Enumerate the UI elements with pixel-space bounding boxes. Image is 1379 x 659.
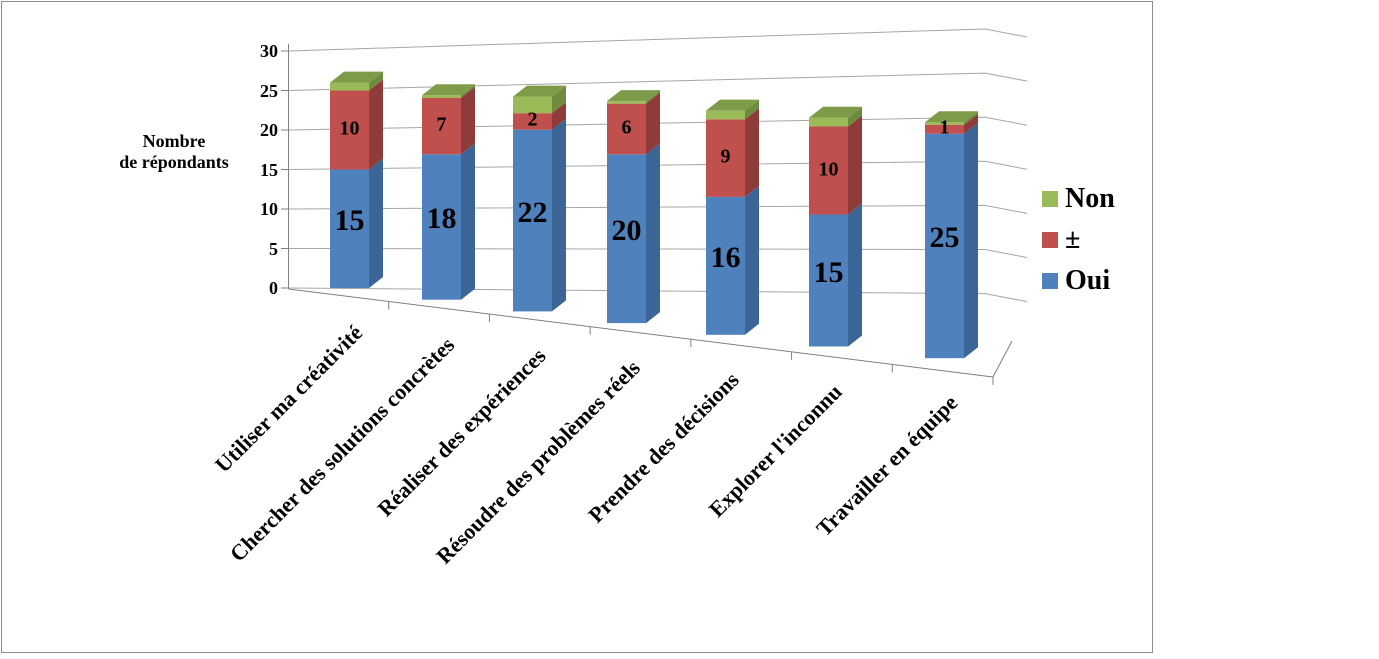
bar-6-±-side [964,113,978,134]
bar-2-Oui-front [513,129,552,312]
bar-2-Non-side [552,85,566,114]
data-label-oui-3: 20 [611,213,642,247]
axes [281,44,1013,385]
bar-1-Non-front [422,95,461,98]
data-label-oui-5: 15 [813,255,844,289]
bar-5-±-front [809,126,848,215]
legend-swatch-± [1042,231,1058,248]
y-tick-label-15: 15 [260,159,278,180]
bar-4-Oui-front [706,196,745,335]
y-axis-title-line1: Nombre [142,131,206,151]
data-label-pm-2: 2 [527,108,538,131]
bar-5-Non-front [809,117,848,127]
legend-label-±: ± [1065,223,1081,255]
gridline [288,28,1028,52]
legend: Non ± Oui [1042,178,1115,301]
bar-4-Oui-side [745,185,759,335]
bar-5-Oui-side [848,203,862,347]
y-tick-label-30: 30 [260,41,278,61]
data-label-pm-3: 6 [621,116,632,139]
data-label-oui-6: 25 [929,220,960,254]
bar-1-±-front [422,97,461,155]
data-label-pm-1: 7 [436,113,447,136]
bar-2-Oui-side [552,118,566,312]
y-tick-label-0: 0 [269,278,278,298]
bar-1-top-face [422,84,475,96]
bar-1 [422,84,475,300]
bar-1-Oui-side [461,143,475,300]
bar-3-Non-front [607,101,646,104]
data-label-oui-4: 16 [710,240,741,274]
legend-item-Oui: Oui [1042,260,1115,301]
bar-0 [330,71,383,288]
bar-6-top-face [925,111,978,123]
category-axis-line [288,288,994,378]
bar-2-±-front [513,113,552,130]
legend-swatch-Non [1042,190,1058,207]
bar-4 [706,99,759,335]
bar-5-Oui-front [809,214,848,347]
bar-2 [513,85,566,312]
floor-right-edge [992,340,1013,378]
legend-item-Non: Non [1042,178,1115,219]
data-label-oui-1: 18 [426,201,457,235]
bar-6-Oui-side [964,122,978,359]
y-tick-label-25: 25 [260,80,278,101]
legend-label-Non: Non [1065,182,1115,214]
bar-5-±-side [848,115,862,215]
bar-0-Oui-front [330,169,369,288]
data-label-oui-0: 15 [334,203,365,237]
bar-6-Oui-front [925,133,964,359]
bar-4-Non-front [706,110,745,120]
bar-3-Oui-side [646,143,660,324]
bar-6-±-front [925,124,964,134]
legend-label-Oui: Oui [1065,264,1111,296]
bar-6 [925,111,978,359]
y-tick-label-5: 5 [269,238,278,259]
bar-2-Non-front [513,96,552,114]
bar-0-Non-front [330,82,369,91]
bar-4-Non-side [745,99,759,120]
bar-4-±-side [745,108,759,197]
y-axis-title: Nombre de répondants [88,131,260,173]
bar-0-±-side [369,79,383,170]
data-label-pm-6: 1 [939,116,950,139]
bar-0-top-face [330,71,383,83]
bar-6-Non-side [964,111,978,125]
bar-5 [809,106,862,347]
bar-0-±-front [330,90,369,170]
y-tick-label-20: 20 [260,120,278,140]
bars [330,71,978,359]
bar-3 [607,90,660,324]
bar-3-Non-side [646,90,660,104]
legend-swatch-Oui [1042,272,1058,289]
bar-2-±-side [552,102,566,130]
bar-2-top-face [513,85,566,97]
bar-3-Oui-front [607,154,646,324]
bar-1-±-side [461,86,475,155]
bar-5-Non-side [848,106,862,127]
bar-5-top-face [809,106,862,118]
bar-6-Non-front [925,122,964,125]
bar-4-top-face [706,99,759,111]
bar-0-Oui-side [369,158,383,288]
bar-3-±-front [607,103,646,155]
data-label-pm-0: 10 [339,117,360,140]
y-axis-title-line2: de répondants [119,152,229,172]
y-tick-label-10: 10 [260,199,278,219]
data-label-pm-4: 9 [720,145,731,168]
data-label-oui-2: 22 [517,195,548,229]
bar-1-Non-side [461,84,475,98]
bar-3-±-side [646,92,660,155]
bar-0-Non-side [369,71,383,91]
legend-item-±: ± [1042,219,1115,260]
data-label-pm-5: 10 [818,158,839,180]
gridline [288,72,1028,91]
bar-3-top-face [607,90,660,102]
bar-4-±-front [706,119,745,197]
bar-1-Oui-front [422,154,461,300]
